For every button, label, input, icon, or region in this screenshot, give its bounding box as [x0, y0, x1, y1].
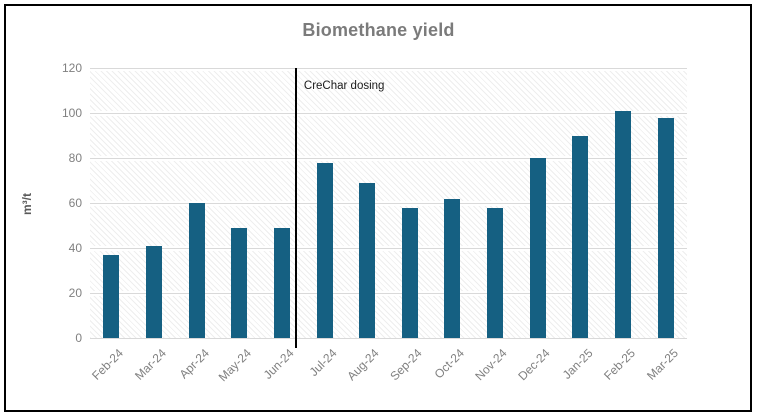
bar-Sep-24: [401, 207, 418, 338]
bar-Jan-25: [572, 135, 589, 338]
bar-Feb-24: [103, 254, 120, 338]
y-tick-label: 40: [68, 241, 82, 255]
bar-Dec-24: [529, 158, 546, 338]
bar-Aug-24: [359, 182, 376, 338]
gridline: [90, 66, 687, 71]
y-tick-label: 80: [68, 151, 82, 165]
y-axis-title: m³/t: [20, 193, 34, 215]
bar-May-24: [231, 227, 248, 338]
bar-Feb-25: [615, 110, 632, 338]
bar-Mar-25: [657, 117, 674, 338]
x-axis-line: [90, 338, 687, 341]
bar-Jun-24: [273, 227, 290, 338]
bar-Nov-24: [487, 207, 504, 338]
y-tick-label: 20: [68, 286, 82, 300]
gridline: [90, 291, 687, 296]
gridline: [90, 201, 687, 206]
annotation-label: CreChar dosing: [303, 80, 385, 92]
gridline: [90, 111, 687, 116]
y-tick-label: 100: [61, 106, 82, 120]
bar-Apr-24: [188, 203, 205, 338]
bar-Jul-24: [316, 162, 333, 338]
annotation-line: [294, 68, 297, 348]
bar-Oct-24: [444, 198, 461, 338]
y-tick-label: 60: [68, 196, 82, 210]
gridline: [90, 246, 687, 251]
y-tick-label: 0: [75, 331, 82, 345]
bar-Mar-24: [145, 245, 162, 338]
chart-title: Biomethane yield: [302, 20, 455, 40]
y-tick-label: 120: [61, 61, 82, 75]
gridline: [90, 156, 687, 161]
